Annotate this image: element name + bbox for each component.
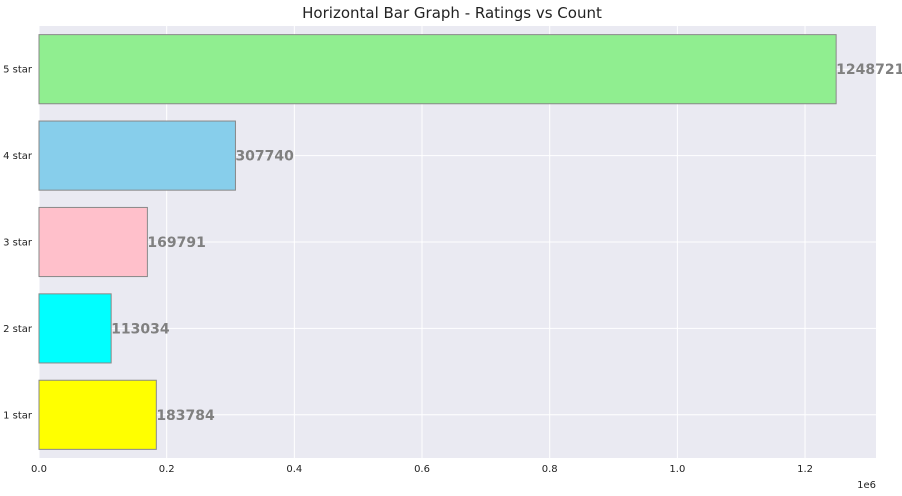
chart-title: Horizontal Bar Graph - Ratings vs Count [302,4,602,22]
x-tick-label-4: 0.8 [542,464,558,475]
bar-5-star [38,34,837,105]
value-label-1-star: 183784 [156,408,215,424]
x-tick-label-1: 0.2 [159,464,175,475]
x-tick-label-6: 1.2 [797,464,813,475]
y-tick-label-3-star: 3 star [3,238,33,249]
y-tick-label-1-star: 1 star [3,410,33,421]
x-tick-label-5: 1.0 [669,464,685,475]
value-label-5-star: 1248721 [836,62,902,78]
bars [38,34,837,450]
value-label-2-star: 113034 [111,321,170,337]
y-tick-label-2-star: 2 star [3,324,33,335]
x-tick-label-3: 0.6 [414,464,430,475]
bar-3-star [38,206,148,278]
bar-4-star [38,120,236,191]
x-tick-label-2: 0.4 [286,464,302,475]
x-axis-offset-text: 1e6 [857,480,876,491]
value-label-4-star: 307740 [235,149,294,165]
bar-1-star [38,379,157,450]
bar-2-star [38,293,112,364]
y-axis-tick-labels: 1 star 2 star 3 star 4 star 5 star [3,65,33,422]
y-tick-label-5-star: 5 star [3,65,33,76]
value-label-3-star: 169791 [147,235,205,251]
value-labels: 183784 113034 169791 307740 1248721 [111,62,902,424]
x-tick-label-0: 0.0 [31,464,47,475]
x-axis-tick-labels: 0.0 0.2 0.4 0.6 0.8 1.0 1.2 [31,464,813,475]
y-tick-label-4-star: 4 star [3,151,33,162]
